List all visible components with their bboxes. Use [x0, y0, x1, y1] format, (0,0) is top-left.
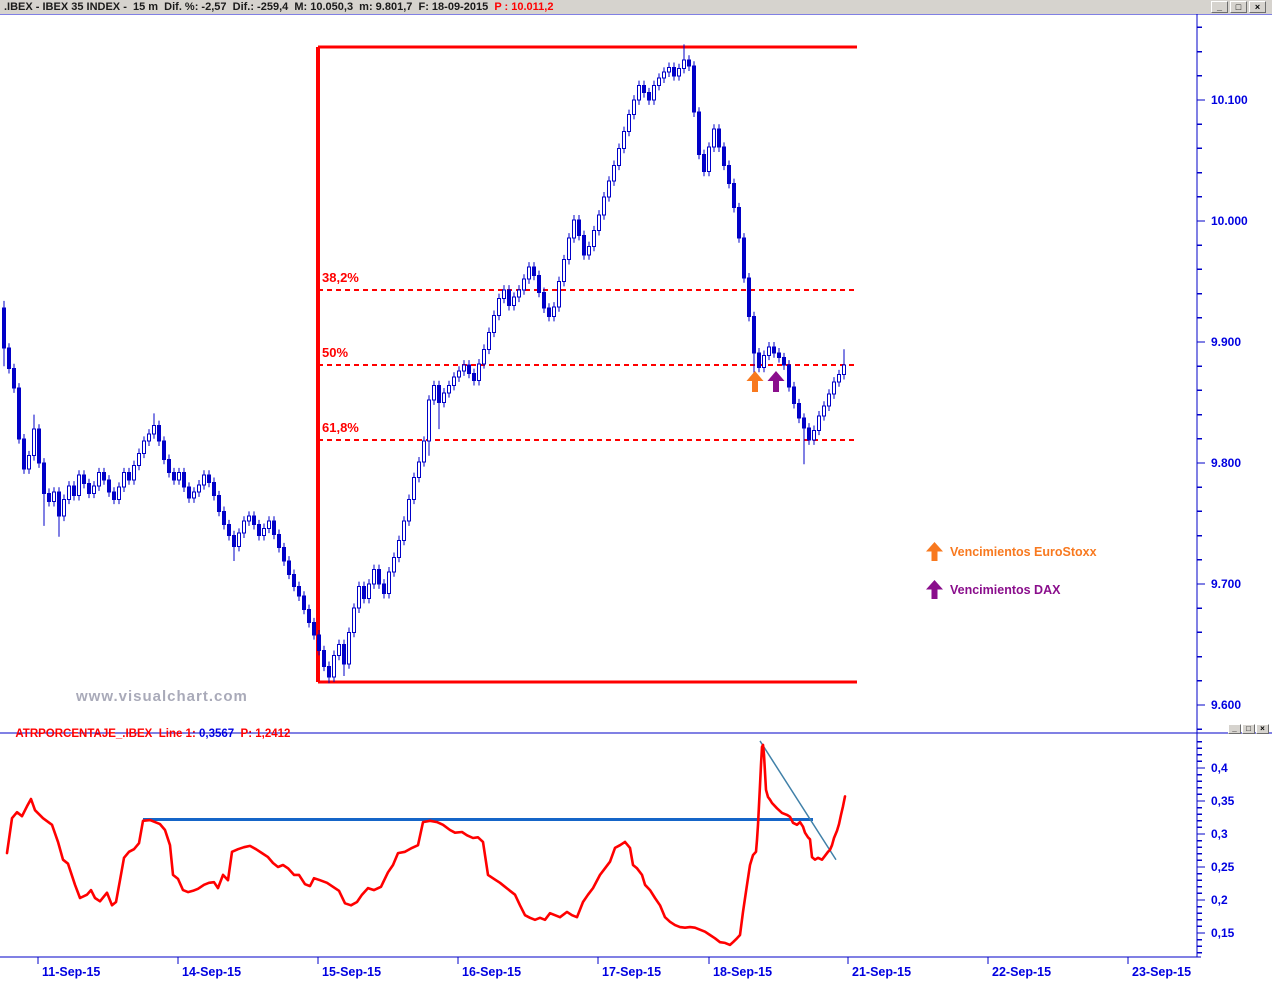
indicator-header: ATRPORCENTAJE_.IBEX Line 1: 0,3567 P: 1,…	[3, 716, 290, 752]
candlestick-series	[1, 44, 847, 684]
svg-text:9.900: 9.900	[1211, 335, 1241, 349]
svg-text:10.100: 10.100	[1211, 93, 1248, 107]
window-controls: _ □ ×	[1211, 1, 1266, 13]
minimize-button[interactable]: _	[1211, 1, 1228, 13]
svg-text:38,2%: 38,2%	[322, 270, 359, 285]
svg-text:9.700: 9.700	[1211, 577, 1241, 591]
svg-text:0,4: 0,4	[1211, 761, 1228, 775]
svg-text:0,3: 0,3	[1211, 827, 1228, 841]
svg-text:22-Sep-15: 22-Sep-15	[992, 965, 1051, 979]
atr-axis: 0,15 0,2 0,25 0,3 0,35 0,4	[1197, 740, 1235, 954]
atr-indicator-line	[5, 743, 847, 947]
svg-text:10.000: 10.000	[1211, 214, 1248, 228]
maximize-button[interactable]: □	[1230, 1, 1247, 13]
chart-title: .IBEX - IBEX 35 INDEX - 15 m Dif. %: -2,…	[4, 1, 495, 13]
event-arrows	[746, 371, 785, 393]
svg-text:0,35: 0,35	[1211, 794, 1235, 808]
indicator-minimize-button[interactable]: _	[1228, 724, 1241, 734]
svg-text:23-Sep-15: 23-Sep-15	[1132, 965, 1191, 979]
indicator-close-button[interactable]: ×	[1256, 724, 1269, 734]
indicator-name: ATRPORCENTAJE_.IBEX	[15, 728, 153, 740]
indicator-p-value: 1,2412	[255, 728, 291, 740]
indicator-maximize-button[interactable]: □	[1242, 724, 1255, 734]
retracement-range-box	[316, 45, 857, 684]
panel-borders	[0, 13, 1272, 958]
svg-text:9.800: 9.800	[1211, 456, 1241, 470]
svg-text:16-Sep-15: 16-Sep-15	[462, 965, 521, 979]
svg-text:17-Sep-15: 17-Sep-15	[602, 965, 661, 979]
legend-item-eurostoxx: Vencimientos EuroStoxx	[926, 542, 1097, 561]
window-titlebar: .IBEX - IBEX 35 INDEX - 15 m Dif. %: -2,…	[0, 0, 1272, 14]
svg-text:18-Sep-15: 18-Sep-15	[713, 965, 772, 979]
indicator-line-value: 0,3567	[198, 728, 235, 740]
up-arrow-icon	[926, 580, 943, 599]
time-axis: 11-Sep-15 14-Sep-15 15-Sep-15 16-Sep-15 17-S…	[37, 957, 1191, 979]
atr-trendlines	[143, 740, 837, 861]
indicator-panel-controls: _ □ ×	[1228, 724, 1269, 734]
svg-text:0,25: 0,25	[1211, 860, 1235, 874]
legend-label: Vencimientos EuroStoxx	[950, 544, 1097, 559]
chart-title-last-price: P : 10.011,2	[494, 1, 554, 13]
svg-text:14-Sep-15: 14-Sep-15	[182, 965, 241, 979]
close-button[interactable]: ×	[1249, 1, 1266, 13]
svg-text:15-Sep-15: 15-Sep-15	[322, 965, 381, 979]
svg-text:0,2: 0,2	[1211, 893, 1228, 907]
svg-text:11-Sep-15: 11-Sep-15	[42, 965, 100, 979]
price-axis: 9.600 9.700 9.800 9.900 10.000 10.100	[1197, 26, 1248, 730]
up-arrow-icon	[926, 542, 943, 561]
svg-text:61,8%: 61,8%	[322, 420, 359, 435]
legend-item-dax: Vencimientos DAX	[926, 580, 1060, 599]
svg-text:21-Sep-15: 21-Sep-15	[852, 965, 911, 979]
svg-text:9.600: 9.600	[1211, 698, 1241, 712]
visualchart-watermark: www.visualchart.com	[76, 688, 248, 705]
svg-text:50%: 50%	[322, 345, 348, 360]
legend-label: Vencimientos DAX	[950, 582, 1061, 597]
fibonacci-levels: 38,2% 50% 61,8%	[318, 270, 855, 441]
svg-text:0,15: 0,15	[1211, 926, 1235, 940]
indicator-line-label: Line 1:	[152, 728, 199, 740]
indicator-p-label: P:	[234, 728, 256, 740]
